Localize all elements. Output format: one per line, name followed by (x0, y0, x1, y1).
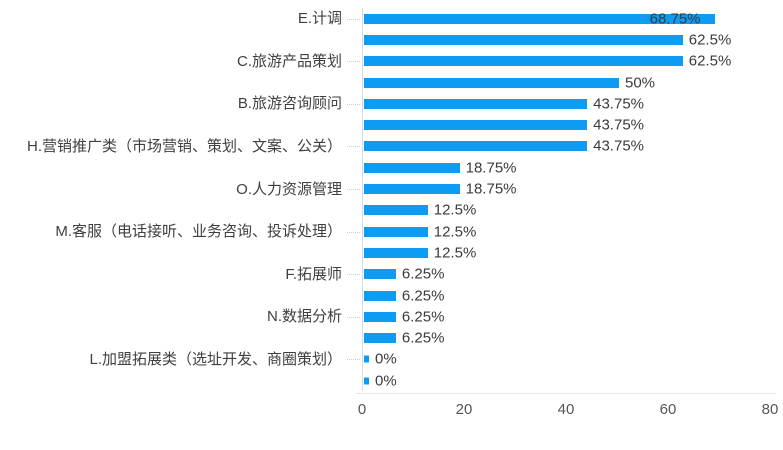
category-tick-mark (347, 316, 360, 318)
category-tick-mark (347, 189, 360, 191)
category-label: O.人力资源管理 (0, 179, 362, 200)
category-label: F.拓展师 (0, 264, 362, 285)
bar-M.客服[interactable] (364, 226, 428, 237)
bar-row: 6.25% (0, 284, 783, 307)
plot-area-row: 6.25% (362, 327, 783, 349)
plot-area-row: 68.75% (362, 8, 783, 30)
bar-H.营销推广类[interactable] (364, 141, 588, 152)
plot-area-row: 0% (362, 348, 783, 371)
bar-B.旅游咨询顾问[interactable] (364, 98, 588, 109)
category-label: C.旅游产品策划 (0, 51, 362, 72)
bar-O.人力资源管理[interactable] (364, 184, 460, 195)
value-label: 6.25% (401, 287, 445, 304)
bar-row: 6.25% (0, 327, 783, 349)
value-label: 12.5% (433, 201, 477, 219)
value-label: 12.5% (433, 223, 477, 241)
bar-row: 12.5% (0, 242, 783, 264)
bar-unlabeled-3[interactable] (364, 77, 619, 88)
plot-area-row: 0% (362, 370, 783, 392)
plot-area-row: 62.5% (362, 29, 783, 51)
value-label: 18.75% (465, 159, 517, 177)
value-label: 6.25% (401, 265, 445, 283)
bar-L.加盟拓展类[interactable] (364, 355, 369, 363)
bar-F.拓展师[interactable] (364, 269, 396, 280)
category-label: E.计调 (0, 8, 362, 29)
bar-unlabeled-13[interactable] (364, 290, 396, 301)
bar-row: N.数据分析 6.25% (0, 306, 783, 328)
value-label: 43.75% (593, 95, 644, 113)
bar-row: M.客服（电话接听、业务咨询、投诉处理） 12.5% (0, 220, 783, 243)
bar-unlabeled-5[interactable] (364, 120, 588, 131)
plot-area-row: 50% (362, 71, 783, 94)
bar-unlabeled-1[interactable] (364, 34, 683, 45)
plot-area-row: 6.25% (362, 263, 783, 285)
bar-C.旅游产品策划[interactable] (364, 56, 683, 67)
bar-row: 18.75% (0, 157, 783, 179)
bar-unlabeled-15[interactable] (364, 333, 396, 344)
bar-E.计调[interactable] (364, 13, 715, 24)
plot-area-row: 43.75% (362, 114, 783, 136)
value-label: 12.5% (433, 244, 477, 262)
category-tick-mark (347, 359, 360, 361)
category-label: M.客服（电话接听、业务咨询、投诉处理） (0, 221, 362, 242)
value-label: 43.75% (593, 116, 644, 134)
plot-area-row: 6.25% (362, 284, 783, 307)
value-label: 0% (375, 372, 397, 390)
bar-row: O.人力资源管理 18.75% (0, 178, 783, 200)
value-label: 0% (375, 350, 397, 368)
value-label: 68.75% (649, 10, 701, 28)
category-tick-mark (347, 61, 360, 63)
bar-row: H.营销推广类（市场营销、策划、文案、公关） 43.75% (0, 135, 783, 158)
x-axis-tick-label: 60 (659, 401, 677, 418)
bar-row: B.旅游咨询顾问 43.75% (0, 93, 783, 115)
bar-unlabeled-11[interactable] (364, 247, 428, 258)
value-label: 62.5% (688, 52, 732, 70)
plot-area-row: 6.25% (362, 306, 783, 328)
plot-area-row: 62.5% (362, 50, 783, 72)
bar-row: 0% (0, 370, 783, 392)
value-label: 6.25% (401, 308, 445, 326)
value-label: 18.75% (465, 180, 517, 198)
category-label: B.旅游咨询顾问 (0, 93, 362, 114)
category-label: L.加盟拓展类（选址开发、商圈策划） (0, 349, 362, 370)
bar-unlabeled-7[interactable] (364, 162, 460, 173)
plot-area-row: 12.5% (362, 242, 783, 264)
plot-area-row: 18.75% (362, 178, 783, 200)
category-tick-mark (347, 146, 360, 148)
category-tick-mark (347, 274, 360, 276)
plot-area-row: 12.5% (362, 199, 783, 221)
value-label: 6.25% (401, 329, 445, 347)
bar-row: C.旅游产品策划 62.5% (0, 50, 783, 72)
value-label: 50% (625, 74, 656, 92)
bar-rows: E.计调 68.75% 62.5% C.旅游产品策划 62.5% 50% B.旅游咨询顾问 4… (0, 8, 783, 392)
x-axis-tick-label: 80 (761, 401, 779, 418)
x-axis-tick-label: 20 (455, 401, 473, 418)
x-axis-tick-label: 40 (557, 401, 575, 418)
category-label: H.营销推广类（市场营销、策划、文案、公关） (0, 136, 362, 157)
category-tick-mark (347, 18, 360, 20)
x-axis-tick-label: 0 (357, 401, 367, 418)
bar-row: 62.5% (0, 29, 783, 51)
plot-area-row: 18.75% (362, 157, 783, 179)
bar-unlabeled-9[interactable] (364, 205, 428, 216)
bar-row: 50% (0, 71, 783, 94)
plot-area-row: 12.5% (362, 220, 783, 243)
bar-N.数据分析[interactable] (364, 311, 396, 322)
category-tick-mark (347, 103, 360, 105)
bar-unlabeled-17[interactable] (364, 377, 369, 385)
x-axis-tick-labels: 0 20 40 60 80 (358, 401, 783, 421)
bar-row: 12.5% (0, 199, 783, 221)
plot-area-row: 43.75% (362, 135, 783, 158)
bar-row: F.拓展师 6.25% (0, 263, 783, 285)
x-axis-line (356, 393, 776, 394)
bar-row: E.计调 68.75% (0, 8, 783, 30)
value-label: 43.75% (593, 137, 644, 155)
bar-row: L.加盟拓展类（选址开发、商圈策划） 0% (0, 348, 783, 371)
bar-row: 43.75% (0, 114, 783, 136)
category-label: N.数据分析 (0, 306, 362, 327)
category-tick-mark (347, 231, 360, 233)
plot-area-row: 43.75% (362, 93, 783, 115)
value-label: 62.5% (688, 31, 732, 49)
